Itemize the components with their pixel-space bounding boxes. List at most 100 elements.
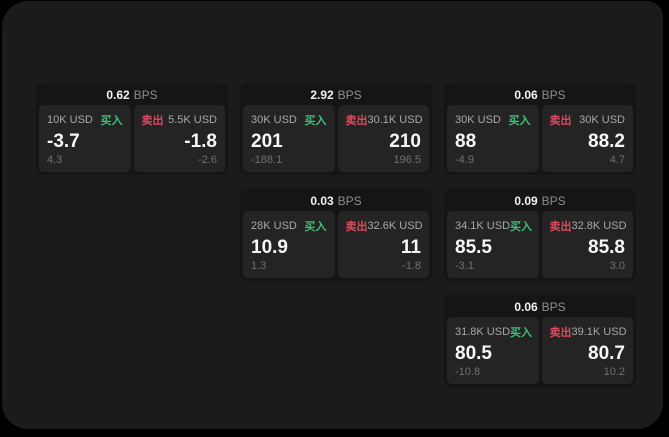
buy-amount: 30K USD [251,114,297,126]
sell-amount: 30K USD [579,114,625,126]
buy-price: 80.5 [455,342,492,364]
sell-amount: 32.8K USD [571,220,627,232]
bps-value: 0.03 [310,194,334,208]
buy-top-row: 10K USD 买入 [47,112,123,128]
buy-top-row: 30K USD 买入 [251,112,327,128]
sell-tag: 卖出 [549,115,572,127]
quote-card: 0.09 BPS 34.1K USD 买入 85.5 -3.1 卖出 32.8K … [444,189,636,281]
buy-top-row: 34.1K USD 买入 [455,218,533,234]
buy-amount: 34.1K USD [455,220,511,232]
bps-value: 0.62 [106,88,130,102]
sell-tag: 卖出 [345,221,368,233]
sell-price: -1.8 [184,130,217,152]
sell-panel[interactable]: 卖出 39.1K USD 80.7 10.2 [541,317,633,384]
sell-top-row: 卖出 32.8K USD [549,218,627,234]
sell-tag: 卖出 [141,115,164,127]
sell-panel[interactable]: 卖出 32.8K USD 85.8 3.0 [541,211,633,278]
sell-sub-value: 10.2 [603,366,625,378]
bps-value: 0.09 [514,194,538,208]
bps-value: 0.06 [514,88,538,102]
buy-sub-value: -10.8 [455,366,481,378]
sell-amount: 5.5K USD [168,114,217,126]
card-header: 0.06 BPS [447,298,633,317]
buy-amount: 30K USD [455,114,501,126]
card-header: 0.06 BPS [447,86,633,105]
buy-sub-value: 4.3 [47,154,63,166]
sell-top-row: 卖出 32.6K USD [345,218,423,234]
sell-price: 88.2 [588,130,625,152]
buy-panel[interactable]: 31.8K USD 买入 80.5 -10.8 [447,317,539,384]
buy-sub-value: -4.9 [455,154,474,166]
buy-sell-panels: 10K USD 买入 -3.7 4.3 卖出 5.5K USD -1.8 -2.… [39,105,225,172]
buy-top-row: 31.8K USD 买入 [455,324,533,340]
buy-tag: 买入 [510,221,533,233]
buy-sell-panels: 30K USD 买入 201 -188.1 卖出 30.1K USD 210 1… [243,105,429,172]
buy-price: 85.5 [455,236,492,258]
sell-sub-value: -1.8 [402,260,421,272]
card-header: 0.03 BPS [243,192,429,211]
buy-price: 88 [455,130,477,152]
bps-unit-label: BPS [541,88,566,102]
sell-amount: 30.1K USD [367,114,423,126]
bps-unit-label: BPS [541,194,566,208]
buy-sell-panels: 30K USD 买入 88 -4.9 卖出 30K USD 88.2 4.7 [447,105,633,172]
sell-sub-value: 4.7 [609,154,625,166]
buy-sub-value: -3.1 [455,260,474,272]
sell-price: 85.8 [588,236,625,258]
sell-panel[interactable]: 卖出 30.1K USD 210 196.5 [337,105,429,172]
sell-top-row: 卖出 5.5K USD [142,112,218,128]
bps-unit-label: BPS [133,88,158,102]
buy-sub-value: 1.3 [251,260,267,272]
buy-amount: 31.8K USD [455,326,511,338]
cards-grid: 0.62 BPS 10K USD 买入 -3.7 4.3 卖出 5.5K USD … [36,83,636,387]
buy-tag: 买入 [304,221,327,233]
bps-value: 2.92 [310,88,334,102]
quote-card: 2.92 BPS 30K USD 买入 201 -188.1 卖出 30.1K U… [240,83,432,175]
sell-panel[interactable]: 卖出 30K USD 88.2 4.7 [541,105,633,172]
sell-sub-value: 196.5 [393,154,421,166]
sell-top-row: 卖出 30.1K USD [345,112,423,128]
card-header: 0.62 BPS [39,86,225,105]
sell-panel[interactable]: 卖出 5.5K USD -1.8 -2.6 [133,105,225,172]
buy-top-row: 30K USD 买入 [455,112,531,128]
buy-price: 201 [251,130,283,152]
sell-amount: 32.6K USD [367,220,423,232]
sell-price: 80.7 [588,342,625,364]
buy-tag: 买入 [304,115,327,127]
buy-sell-panels: 31.8K USD 买入 80.5 -10.8 卖出 39.1K USD 80.… [447,317,633,384]
buy-tag: 买入 [100,115,123,127]
buy-panel[interactable]: 30K USD 买入 88 -4.9 [447,105,539,172]
buy-price: -3.7 [47,130,80,152]
quote-card: 0.06 BPS 30K USD 买入 88 -4.9 卖出 30K USD 88… [444,83,636,175]
buy-panel[interactable]: 34.1K USD 买入 85.5 -3.1 [447,211,539,278]
buy-sell-panels: 34.1K USD 买入 85.5 -3.1 卖出 32.8K USD 85.8… [447,211,633,278]
quote-card: 0.06 BPS 31.8K USD 买入 80.5 -10.8 卖出 39.1K… [444,295,636,387]
sell-tag: 卖出 [549,221,572,233]
sell-panel[interactable]: 卖出 32.6K USD 11 -1.8 [337,211,429,278]
buy-panel[interactable]: 28K USD 买入 10.9 1.3 [243,211,335,278]
quote-card: 0.62 BPS 10K USD 买入 -3.7 4.3 卖出 5.5K USD … [36,83,228,175]
sell-top-row: 卖出 30K USD [550,112,626,128]
sell-sub-value: 3.0 [609,260,625,272]
buy-sell-panels: 28K USD 买入 10.9 1.3 卖出 32.6K USD 11 -1.8 [243,211,429,278]
buy-amount: 28K USD [251,220,297,232]
buy-tag: 买入 [508,115,531,127]
buy-top-row: 28K USD 买入 [251,218,327,234]
buy-tag: 买入 [510,327,533,339]
buy-price: 10.9 [251,236,288,258]
card-header: 0.09 BPS [447,192,633,211]
sell-price: 11 [400,236,421,258]
sell-price: 210 [389,130,421,152]
sell-top-row: 卖出 39.1K USD [549,324,627,340]
bps-unit-label: BPS [337,88,362,102]
sell-amount: 39.1K USD [571,326,627,338]
sell-tag: 卖出 [345,115,368,127]
buy-amount: 10K USD [47,114,93,126]
quote-card: 0.03 BPS 28K USD 买入 10.9 1.3 卖出 32.6K USD… [240,189,432,281]
buy-panel[interactable]: 10K USD 买入 -3.7 4.3 [39,105,131,172]
app-window: 0.62 BPS 10K USD 买入 -3.7 4.3 卖出 5.5K USD … [2,1,663,429]
bps-value: 0.06 [514,300,538,314]
bps-unit-label: BPS [337,194,362,208]
sell-tag: 卖出 [549,327,572,339]
buy-panel[interactable]: 30K USD 买入 201 -188.1 [243,105,335,172]
